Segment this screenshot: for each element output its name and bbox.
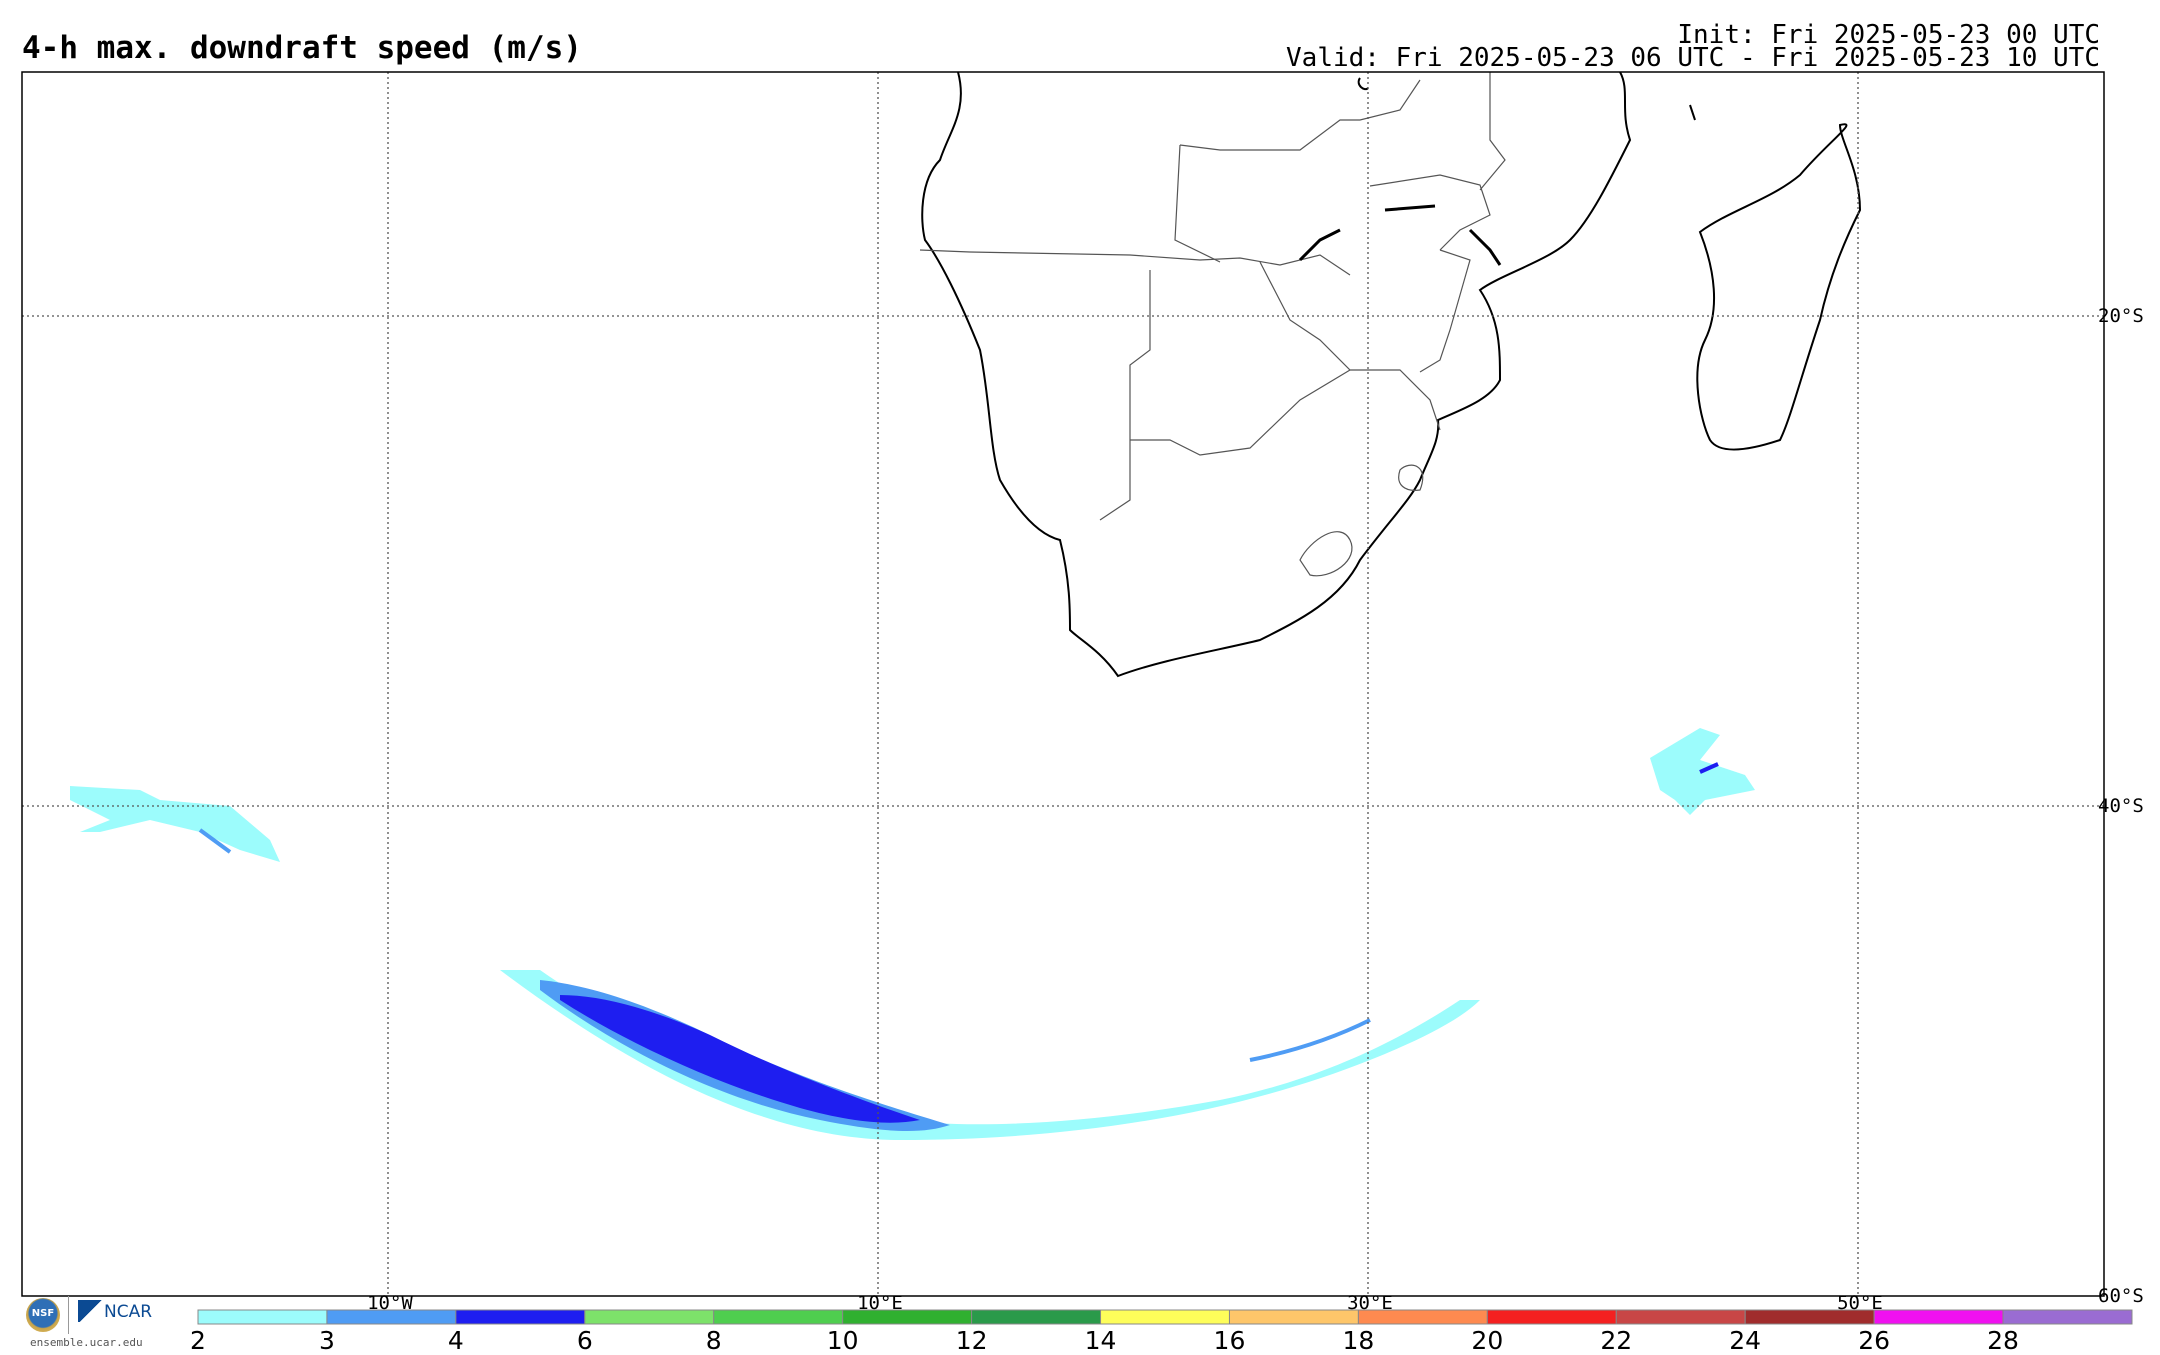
lon-label-10w: 10°W xyxy=(367,1292,413,1314)
init-time: Init: Fri 2025-05-23 00 UTC xyxy=(1677,20,2100,50)
colorbar-label: 12 xyxy=(955,1326,988,1355)
colorbar-swatch xyxy=(1228,1309,1359,1325)
colorbar xyxy=(197,1309,2133,1325)
colorbar-label: 2 xyxy=(190,1326,206,1355)
colorbar-swatch xyxy=(1873,1309,2004,1325)
colorbar-label: 14 xyxy=(1084,1326,1117,1355)
colorbar-label: 28 xyxy=(1987,1326,2019,1355)
downdraft-patch-west xyxy=(70,786,280,862)
downdraft-patch-east xyxy=(1650,728,1755,815)
colorbar-label: 20 xyxy=(1471,1326,1504,1355)
colorbar-swatch xyxy=(455,1309,586,1325)
colorbar-swatch xyxy=(1615,1309,1746,1325)
valid-time: Valid: Fri 2025-05-23 06 UTC - Fri 2025-… xyxy=(1286,43,2100,73)
lon-label-50e: 50°E xyxy=(1837,1292,1883,1314)
lat-label-20s: 20°S xyxy=(2098,305,2144,327)
colorbar-label: 8 xyxy=(705,1326,722,1355)
map-title: 4-h max. downdraft speed (m/s) xyxy=(22,30,582,66)
colorbar-swatch xyxy=(1100,1309,1230,1325)
colorbar-swatch xyxy=(197,1309,328,1325)
nsf-logo-icon: NSF xyxy=(26,1298,60,1332)
colorbar-label: 22 xyxy=(1600,1326,1633,1355)
lakes xyxy=(1298,204,1502,266)
colorbar-label: 3 xyxy=(318,1326,335,1355)
colorbar-label: 26 xyxy=(1858,1326,1891,1355)
colorbar-label: 10 xyxy=(826,1326,859,1355)
ncar-logo-text: NCAR xyxy=(104,1302,153,1322)
lat-label-40s: 40°S xyxy=(2098,795,2144,817)
coastlines xyxy=(921,72,1862,678)
ncar-logo-icon xyxy=(78,1300,104,1322)
colorbar-swatch xyxy=(971,1309,1102,1325)
lat-label-60s: 60°S xyxy=(2098,1285,2144,1307)
colorbar-label: 4 xyxy=(447,1326,464,1355)
colorbar-label: 24 xyxy=(1729,1326,1762,1355)
colorbar-label: 18 xyxy=(1342,1326,1375,1355)
downdraft-arc xyxy=(500,970,1480,1140)
logo-divider xyxy=(68,1296,69,1334)
colorbar-swatch xyxy=(713,1309,844,1325)
colorbar-swatch xyxy=(1486,1309,1617,1325)
colorbar-swatch xyxy=(2002,1309,2133,1325)
colorbar-swatch xyxy=(584,1309,715,1325)
site-url: ensemble.ucar.edu xyxy=(30,1336,143,1349)
lon-label-30e: 30°E xyxy=(1347,1292,1393,1314)
map-frame xyxy=(21,71,2105,1297)
lon-label-10e: 10°E xyxy=(857,1292,903,1314)
colorbar-label: 16 xyxy=(1213,1326,1246,1355)
graticule xyxy=(22,72,2104,1296)
colorbar-label: 6 xyxy=(576,1326,593,1355)
borders xyxy=(919,72,1506,577)
